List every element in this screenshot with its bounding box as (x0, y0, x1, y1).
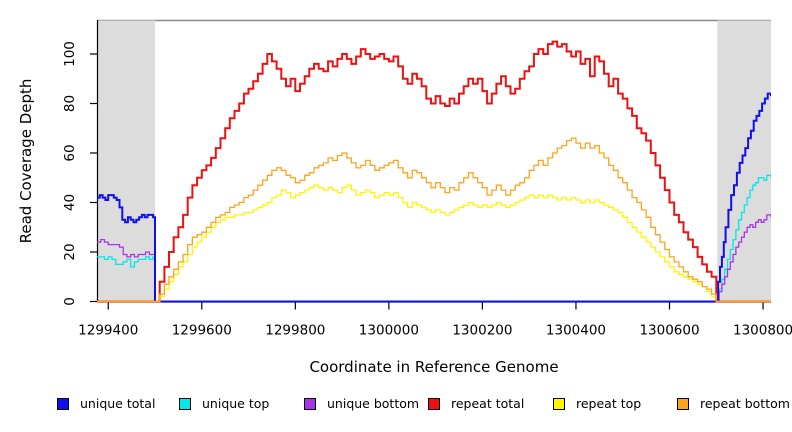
shaded-region (717, 20, 771, 302)
legend-label: repeat total (451, 396, 525, 411)
y-tick-label: 60 (62, 144, 78, 161)
series-line-unique-bottom (97, 214, 771, 303)
x-tick-label: 1300000 (359, 323, 419, 339)
y-tick-label: 0 (62, 297, 78, 306)
x-tick-label: 1300600 (639, 323, 699, 339)
legend-label: unique total (80, 396, 156, 411)
y-tick-label: 100 (62, 41, 78, 67)
legend-item-unique-total: unique total (57, 396, 155, 411)
legend-swatch-icon (57, 397, 69, 410)
series-line-repeat-total (97, 40, 771, 303)
x-tick-label: 1299400 (78, 323, 138, 339)
legend-swatch-icon (179, 397, 191, 410)
y-tick-label: 80 (62, 95, 78, 112)
legend-item-unique-top: unique top (179, 396, 269, 411)
legend-label: unique top (202, 396, 270, 411)
x-tick-label: 1299600 (172, 323, 232, 339)
legend-label: repeat bottom (700, 396, 790, 411)
legend-label: repeat top (576, 396, 642, 411)
x-tick-label: 1300800 (733, 323, 792, 339)
legend-label: unique bottom (327, 396, 420, 411)
series-line-repeat-bottom (97, 137, 771, 303)
legend: unique total unique top unique bottom repea… (0, 396, 792, 416)
x-tick-label: 1299800 (265, 323, 325, 339)
y-axis-title: Read Coverage Depth (17, 78, 35, 244)
legend-swatch-icon (428, 397, 440, 410)
legend-swatch-icon (553, 397, 565, 410)
x-tick-label: 1300400 (546, 323, 606, 339)
legend-item-repeat-total: repeat total (428, 396, 524, 411)
legend-item-repeat-top: repeat top (553, 396, 641, 411)
y-tick-label: 40 (62, 194, 78, 211)
y-tick-label: 20 (62, 243, 78, 260)
legend-swatch-icon (304, 397, 316, 410)
legend-item-unique-bottom: unique bottom (304, 396, 419, 411)
series-line-repeat-top (97, 184, 771, 303)
legend-item-repeat-bottom: repeat bottom (677, 396, 790, 411)
x-tick-label: 1300200 (452, 323, 512, 339)
legend-swatch-icon (677, 397, 689, 410)
x-axis-title: Coordinate in Reference Genome (309, 358, 559, 376)
